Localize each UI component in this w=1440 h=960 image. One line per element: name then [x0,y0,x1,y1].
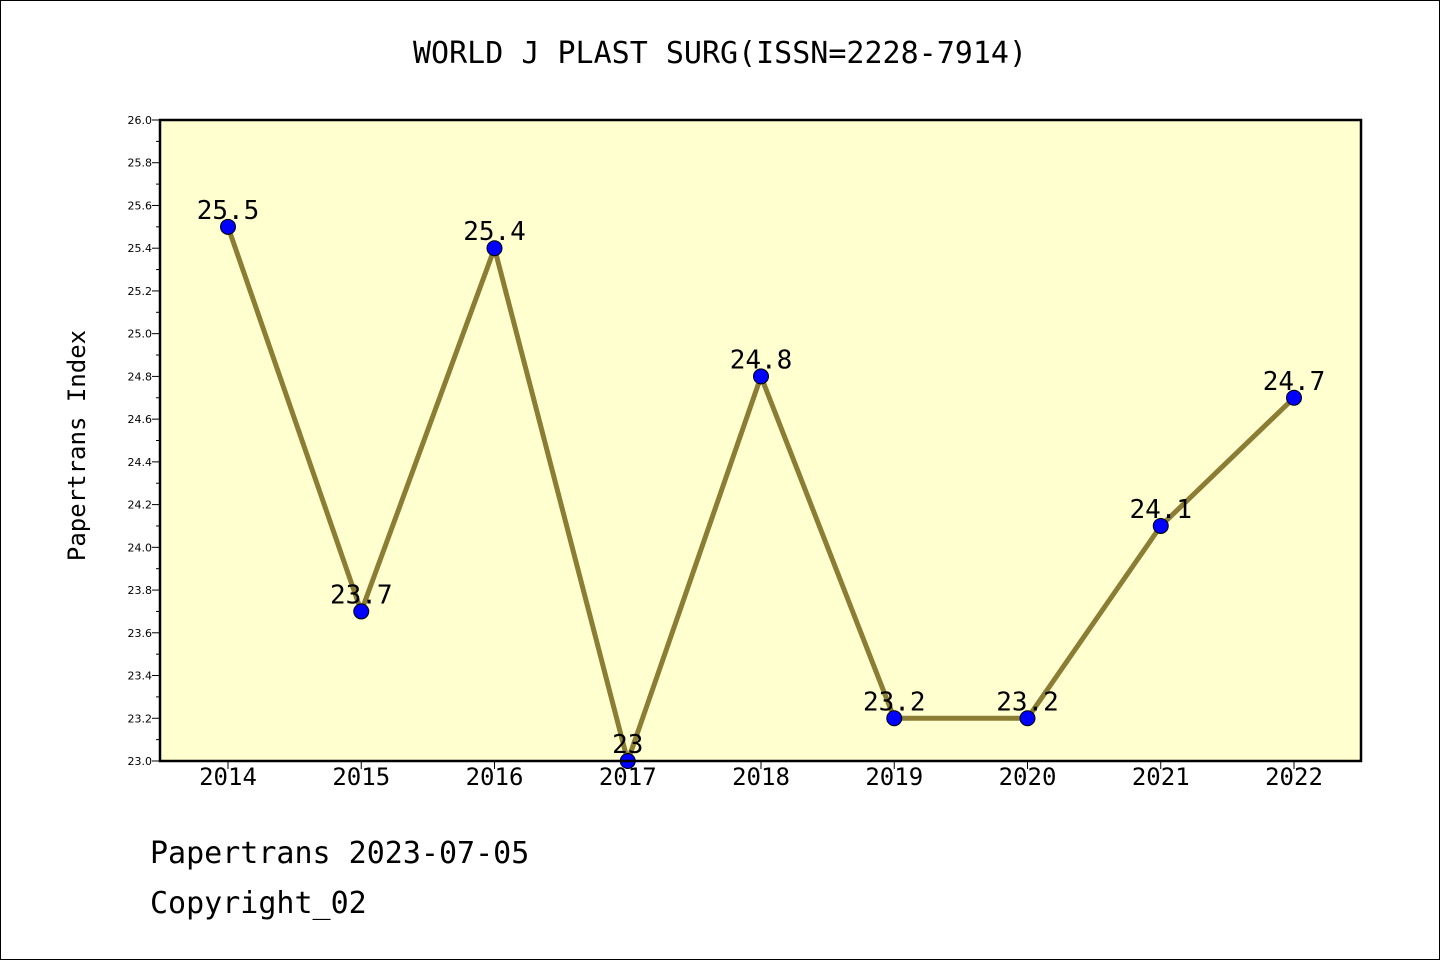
data-label: 23 [612,730,643,760]
footer-copyright: Copyright_02 [150,886,367,921]
data-point [1152,517,1169,534]
chart-title: WORLD J PLAST SURG(ISSN=2228-7914) [412,36,1028,71]
data-label: 24.8 [730,345,793,375]
y-tick-label: 24.6 [128,413,153,426]
data-point [353,603,370,620]
y-tick-label: 23.0 [128,755,153,768]
y-tick-label: 25.6 [128,199,153,212]
x-tick-label: 2018 [732,763,790,791]
x-tick-label: 2019 [865,763,923,791]
y-tick-label: 25.4 [128,242,153,255]
data-point [220,218,236,235]
data-label: 25.5 [197,196,260,226]
x-tick-label: 2020 [999,763,1057,791]
y-tick-label: 23.4 [128,670,153,683]
y-tick-label: 24.8 [128,370,153,383]
y-tick-label: 26.0 [128,114,153,127]
plot-area [160,120,1361,761]
x-tick-label: 2014 [199,763,257,791]
y-axis: 23.0 23.2 23.4 23.6 23.8 24.0 24.2 24.4 24.6 24.8… [128,114,160,768]
y-tick-label: 23.2 [128,712,153,725]
data-point [1286,389,1302,406]
x-tick-label: 2021 [1132,763,1190,791]
data-label: 24.7 [1263,367,1326,397]
data-label: 23.2 [996,687,1059,717]
y-tick-label: 24.4 [128,456,153,469]
x-axis: 2014 2015 2016 2017 2018 2019 2020 2021 2022 [199,761,1323,791]
y-tick-label: 24.2 [128,499,153,512]
x-tick-label: 2022 [1265,763,1323,791]
x-tick-label: 2015 [332,763,390,791]
x-tick-label: 2016 [466,763,524,791]
plot-border [158,118,1363,763]
y-tick-label: 23.6 [128,627,153,640]
y-tick-label: 25.2 [128,285,153,298]
data-label: 23.2 [863,687,926,717]
footer-date: Papertrans 2023-07-05 [150,836,530,871]
data-labels: 25.5 23.7 25.4 23 24.8 23.2 23.2 24.1 24.7 [197,196,1326,760]
data-point [1019,710,1036,727]
data-label: 23.7 [330,580,393,610]
data-point [486,240,503,257]
y-tick-label: 25.8 [128,157,153,170]
y-axis-label: Papertrans Index [63,330,91,561]
data-point [753,368,769,385]
y-tick-label: 25.0 [128,328,153,341]
y-tick-label: 23.8 [128,584,153,597]
data-label: 24.1 [1129,495,1192,525]
data-point [886,710,903,727]
data-label: 25.4 [463,217,526,247]
y-tick-label: 24.0 [128,541,153,554]
